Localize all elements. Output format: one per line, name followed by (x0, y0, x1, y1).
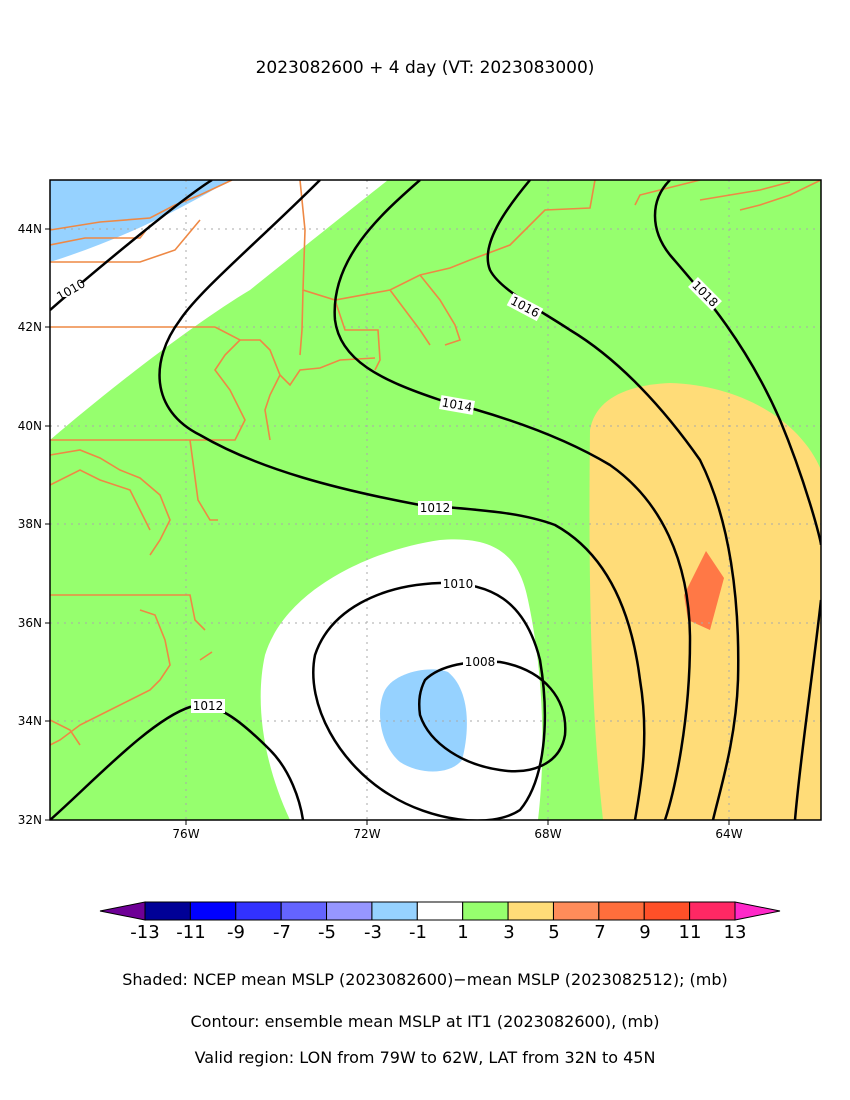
caption-region: Valid region: LON from 79W to 62W, LAT f… (194, 1048, 656, 1067)
isobar-1018 (653, 180, 821, 546)
colorbar-label: 3 (503, 922, 514, 943)
isobar-label: 1012 (193, 699, 224, 713)
colorbar-label: 11 (679, 922, 702, 943)
colorbar-labels: -13 -11 -9 -7 -5 -3 -1 1 3 5 7 9 11 13 (130, 922, 746, 943)
colorbar-box (416, 901, 464, 921)
coastlines (50, 180, 821, 746)
plot-frame (49, 179, 822, 821)
colorbar-box (189, 901, 237, 921)
colorbar: -13 -11 -9 -7 -5 -3 -1 1 3 5 7 9 11 13 (99, 901, 781, 943)
lat-tick-labels: 44N 42N 40N 38N 36N 34N 32N (18, 222, 42, 827)
lat-label: 40N (18, 419, 42, 433)
colorbar-label: -13 (130, 922, 159, 943)
shading-layer: 1010 1016 1018 1014 1012 1010 1008 1012 (50, 180, 821, 820)
colorbar-box (507, 901, 554, 921)
lon-label: 76W (172, 827, 199, 841)
lat-label: 44N (18, 222, 42, 236)
colorbar-box (643, 901, 691, 921)
isobar-label: 1014 (441, 395, 474, 414)
lon-tick-labels: 76W 72W 68W 64W (172, 827, 742, 841)
isobar-label: 1012 (420, 501, 451, 515)
colorbar-over-arrow (734, 901, 781, 921)
colorbar-box (552, 901, 600, 921)
lon-label: 72W (353, 827, 380, 841)
colorbar-box (689, 901, 736, 921)
map-title: 2023082600 + 4 day (VT: 2023083000) (255, 58, 595, 78)
isobar-1018-east (793, 599, 821, 820)
neutral-anomaly-band (50, 180, 388, 440)
lat-label: 36N (18, 616, 42, 630)
isobar-1016 (486, 180, 740, 820)
isobar-label: 1008 (465, 655, 496, 669)
colorbar-label: -7 (273, 922, 291, 943)
colorbar-label: 7 (594, 922, 605, 943)
colorbar-box (462, 901, 509, 921)
lon-label: 68W (534, 827, 561, 841)
isobar-1014 (333, 180, 692, 820)
colorbar-label: -9 (227, 922, 245, 943)
colorbar-label: 13 (724, 922, 747, 943)
caption-contour: Contour: ensemble mean MSLP at IT1 (2023… (190, 1012, 660, 1031)
lat-label: 34N (18, 714, 42, 728)
strong-anomaly-patch (684, 551, 724, 630)
colorbar-box (598, 901, 645, 921)
colorbar-box (371, 901, 418, 921)
isobar-1010-low (312, 581, 547, 820)
caption-shaded: Shaded: NCEP mean MSLP (2023082600)−mean… (122, 970, 728, 989)
lat-label: 38N (18, 517, 42, 531)
colorbar-box (235, 901, 282, 921)
colorbar-label: -3 (364, 922, 382, 943)
colorbar-label: 9 (639, 922, 650, 943)
isobar-label: 1010 (443, 577, 474, 591)
lat-label: 42N (18, 320, 42, 334)
colorbar-label: 1 (457, 922, 468, 943)
graticule (50, 180, 821, 820)
colorbar-under-arrow (99, 901, 146, 921)
colorbar-box (144, 901, 191, 921)
colorbar-box (280, 901, 328, 921)
lat-label: 32N (18, 813, 42, 827)
colorbar-label: -1 (409, 922, 427, 943)
colorbar-label: 5 (548, 922, 559, 943)
colorbar-box (326, 901, 373, 921)
isobar-1012-north (158, 180, 646, 820)
colorbar-boxes (144, 901, 736, 921)
lon-label: 64W (715, 827, 742, 841)
colorbar-label: -5 (318, 922, 336, 943)
colorbar-label: -11 (176, 922, 205, 943)
lat-tick-marks (45, 228, 730, 825)
